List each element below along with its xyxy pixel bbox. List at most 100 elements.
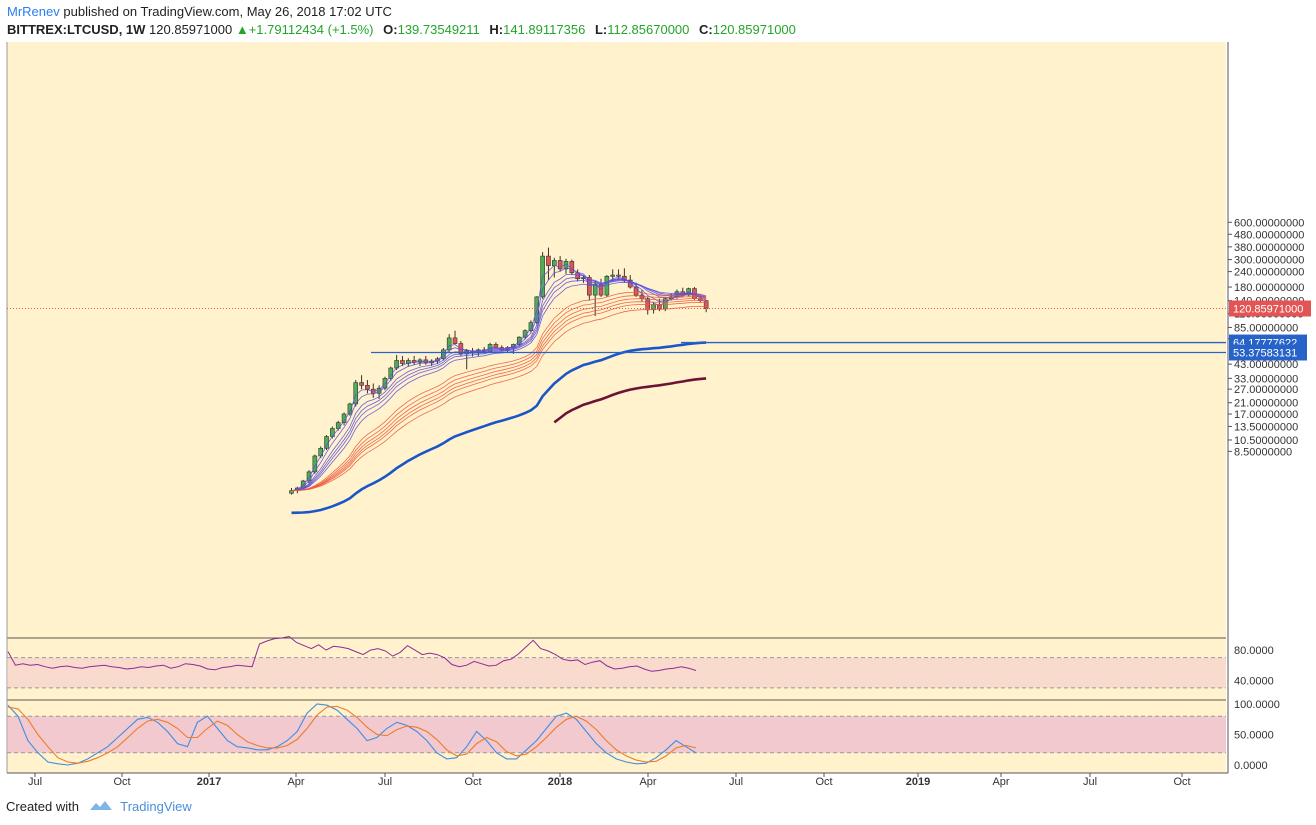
candle-body [359, 382, 364, 386]
candle-body [400, 360, 405, 364]
high-value: 141.89117356 [503, 22, 586, 37]
candle-body [557, 260, 563, 270]
footer: Created with TradingView [6, 799, 192, 814]
low-value: 112.85670000 [607, 22, 690, 37]
x-tick-label: Jul [378, 776, 392, 788]
x-tick-label: Oct [464, 776, 481, 788]
y-tick-label: 480.00000000 [1234, 229, 1304, 241]
last-price: 120.85971000 [149, 22, 233, 37]
x-tick-label: 2017 [197, 776, 221, 788]
y-tick-label: 27.00000000 [1234, 384, 1298, 396]
symbol-label[interactable]: BITTREX:LTCUSD, 1W [7, 22, 146, 37]
rsi-tick-label: 80.0000 [1234, 645, 1274, 657]
candle-body [633, 286, 639, 296]
x-tick-label: Jul [729, 776, 743, 788]
y-tick-label: 13.50000000 [1234, 421, 1298, 433]
level-badge-text: 53.37583131 [1233, 347, 1297, 359]
publish-line: MrRenev published on TradingView.com, Ma… [7, 4, 392, 19]
x-tick-label: Oct [815, 776, 832, 788]
candle-body [347, 403, 353, 415]
close-value: 120.85971000 [712, 22, 796, 37]
ema-short-line [291, 281, 707, 491]
ema-long-line [291, 305, 707, 491]
ema-long-line [291, 298, 707, 491]
author-link[interactable]: MrRenev [7, 4, 60, 19]
last-price-badge-text: 120.85971000 [1233, 304, 1303, 316]
open-label: O: [383, 22, 398, 37]
y-tick-label: 21.00000000 [1234, 398, 1298, 410]
stoch-d-line [7, 705, 697, 764]
x-tick-label: Apr [639, 776, 656, 788]
candle-body [324, 436, 329, 449]
tradingview-logo-icon [89, 801, 112, 810]
candle-body [365, 385, 370, 390]
x-tick-label: Apr [287, 776, 304, 788]
ema-long-line [291, 301, 707, 491]
candle-body [651, 304, 656, 311]
candle-body [616, 274, 621, 277]
rsi-line [7, 635, 697, 672]
price-change: +1.79112434 (+1.5%) [248, 22, 374, 37]
published-text: published on TradingView.com, May 26, 20… [63, 4, 392, 19]
blue-moving-average [291, 341, 707, 515]
y-tick-label: 43.00000000 [1234, 359, 1298, 371]
tradingview-brand-link[interactable]: TradingView [120, 799, 192, 814]
up-arrow-icon: ▲ [235, 22, 249, 37]
ema-long-line [291, 291, 707, 491]
stoch-k-line [7, 703, 697, 766]
stoch-tick-label: 50.0000 [1234, 730, 1274, 742]
y-tick-label: 85.00000000 [1234, 322, 1298, 334]
last-price-badge [1229, 300, 1311, 317]
ema-short-line [291, 267, 707, 491]
x-tick-label: Apr [992, 776, 1009, 788]
y-tick-label: 180.00000000 [1234, 282, 1304, 294]
rsi-tick-label: 40.0000 [1234, 675, 1274, 687]
created-with-text: Created with [6, 799, 79, 814]
chart-header: MrRenev published on TradingView.com, Ma… [0, 0, 1316, 42]
y-tick-label: 380.00000000 [1234, 242, 1304, 254]
ema-long-line [291, 300, 707, 491]
x-tick-label: Oct [1173, 776, 1190, 788]
candle-body [330, 428, 335, 437]
y-tick-label: 300.00000000 [1234, 255, 1304, 267]
candle-body [353, 382, 359, 405]
price-pane-bg [7, 42, 1226, 638]
x-tick-label: 2019 [906, 776, 930, 788]
rsi-band [7, 657, 1226, 688]
y-tick-label: 10.50000000 [1234, 435, 1298, 447]
candle-body [516, 336, 522, 345]
y-tick-label: 17.00000000 [1234, 409, 1298, 421]
x-tick-label: Jul [28, 776, 42, 788]
level-badge [1229, 344, 1307, 361]
ema-long-line [291, 295, 707, 491]
y-tick-label: 600.00000000 [1234, 217, 1304, 229]
stoch-tick-label: 0.0000 [1234, 760, 1268, 772]
close-label: C: [699, 22, 713, 37]
high-label: H: [489, 22, 504, 37]
candle-body [493, 344, 499, 348]
candle-body [551, 260, 557, 266]
y-tick-label: 240.00000000 [1234, 267, 1304, 279]
low-label: L: [594, 22, 608, 37]
candle-body [528, 322, 534, 332]
candle-body [318, 447, 324, 457]
ema-short-line [291, 279, 707, 491]
ohlc-line: BITTREX:LTCUSD, 1W 120.85971000 ▲+1.7911… [7, 22, 796, 37]
price-plot [289, 247, 709, 515]
candle-body [587, 277, 592, 296]
candle-body [610, 274, 616, 277]
candle-body [423, 359, 429, 364]
y-tick-label: 8.50000000 [1234, 446, 1292, 458]
y-tick-label: 33.00000000 [1234, 373, 1298, 385]
stoch-band [7, 716, 1226, 753]
candle-body [452, 337, 458, 344]
stoch-tick-label: 100.0000 [1234, 699, 1280, 711]
x-tick-label: Oct [113, 776, 130, 788]
x-tick-label: Jul [1083, 776, 1097, 788]
candle-body [405, 360, 411, 364]
x-tick-label: 2018 [548, 776, 572, 788]
maroon-moving-average [553, 377, 707, 424]
candle-body [546, 255, 551, 266]
open-value: 139.73549211 [397, 22, 480, 37]
